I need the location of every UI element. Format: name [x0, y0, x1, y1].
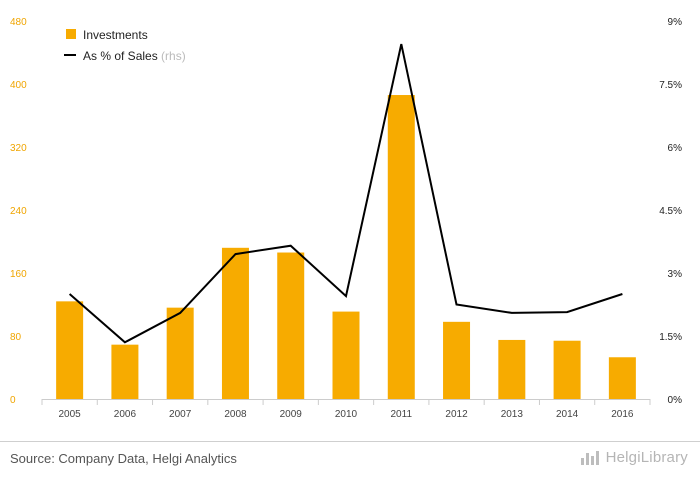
y-right-tick-label: 4.5% — [659, 206, 682, 217]
y-right-tick-label: 3% — [668, 269, 683, 280]
bar-2011 — [387, 95, 415, 400]
y-left-tick-label: 160 — [10, 269, 27, 280]
bar-2013 — [498, 339, 526, 399]
bar-2007 — [166, 307, 194, 399]
line-series — [68, 43, 623, 344]
bar-chart-icon — [580, 450, 599, 465]
y-left-tick-label: 240 — [10, 206, 27, 217]
legend-label-investments: Investments — [83, 28, 148, 42]
y-right-tick-label: 9% — [668, 17, 683, 28]
x-tick-label: 2009 — [280, 409, 303, 420]
bar-2010 — [332, 311, 360, 399]
x-tick-label: 2012 — [445, 409, 468, 420]
y-left-tick-label: 320 — [10, 143, 27, 154]
x-tick-label: 2016 — [611, 409, 634, 420]
bar-2005 — [56, 301, 84, 399]
footer-divider — [0, 441, 700, 442]
x-tick-label: 2011 — [391, 409, 413, 420]
axes: 2005 2006 2007 2008 2009 2010 2011 2012 2013 2014… — [10, 17, 682, 420]
legend-label-sales-suffix: (rhs) — [161, 49, 186, 63]
y-left-tick-label: 400 — [10, 80, 27, 91]
bar-2006 — [111, 344, 139, 399]
bar-2009 — [277, 252, 305, 399]
x-tick-label: 2007 — [169, 409, 192, 420]
combo-chart: 2005 2006 2007 2008 2009 2010 2011 2012 2013 2014… — [10, 17, 682, 420]
legend-swatch-investments — [66, 29, 76, 39]
bar-2012 — [443, 321, 471, 399]
bar-2016 — [608, 357, 636, 399]
source-note: Source: Company Data, Helgi Analytics — [10, 451, 237, 466]
y-right-tick-label: 7.5% — [659, 80, 682, 91]
y-left-tick-label: 80 — [10, 332, 22, 343]
y-left-tick-label: 0 — [10, 395, 16, 406]
x-tick-label: 2005 — [59, 409, 82, 420]
x-tick-label: 2014 — [556, 409, 579, 420]
line-sales-pct — [68, 43, 623, 344]
y-right-tick-label: 1.5% — [659, 332, 682, 343]
y-right-tick-label: 6% — [668, 143, 683, 154]
y-right-tick-label: 0% — [668, 395, 683, 406]
x-tick-label: 2013 — [501, 409, 524, 420]
legend-label-sales: As % of Sales (rhs) — [83, 49, 186, 63]
brand-name: HelgiLibrary — [605, 449, 688, 466]
legend: Investments As % of Sales (rhs) — [64, 28, 186, 63]
x-tick-label: 2010 — [335, 409, 358, 420]
brand-logo[interactable]: HelgiLibrary — [580, 449, 688, 466]
bar-2014 — [553, 340, 581, 399]
legend-label-sales-name: As % of Sales — [83, 49, 158, 63]
y-left-tick-label: 480 — [10, 17, 27, 28]
bar-2008 — [221, 247, 249, 399]
bar-series — [56, 95, 636, 400]
x-tick-label: 2008 — [224, 409, 247, 420]
x-tick-label: 2006 — [114, 409, 137, 420]
